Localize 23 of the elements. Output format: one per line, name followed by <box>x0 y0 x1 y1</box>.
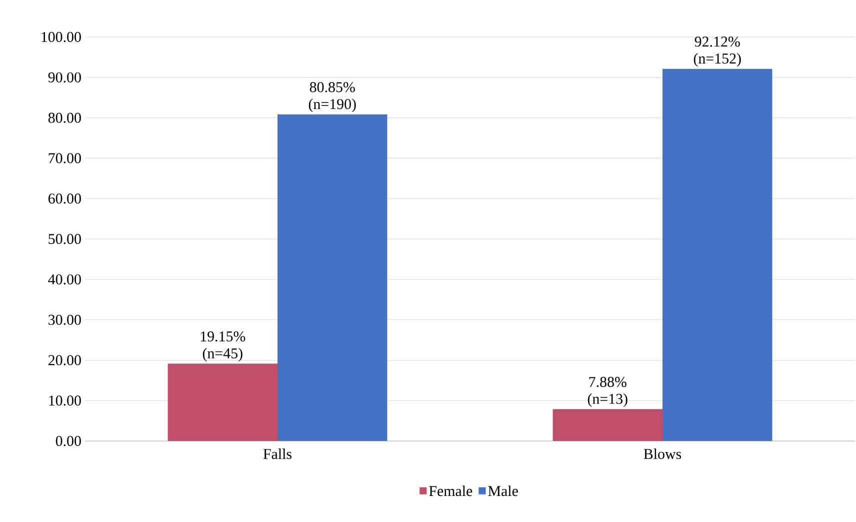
y-tick-label: 90.00 <box>48 72 81 82</box>
y-tick-label: 60.00 <box>48 194 81 204</box>
y-tick-label: 0.00 <box>56 436 81 446</box>
bar <box>278 114 388 441</box>
legend-label: Female <box>429 486 472 496</box>
y-tick-label: 70.00 <box>48 153 81 164</box>
y-tick-label: 100.00 <box>42 32 81 42</box>
bar <box>662 68 772 441</box>
y-tick-label: 10.00 <box>49 396 81 406</box>
bar <box>168 364 278 441</box>
data-label: 7.88% (n=13) <box>588 376 628 407</box>
data-label: 19.15% (n=45) <box>200 331 246 362</box>
y-tick-label: 40.00 <box>48 274 81 284</box>
y-tick-label: 80.00 <box>48 112 81 123</box>
legend-label: Male <box>488 486 518 496</box>
data-label: 80.85% (n=190) <box>308 82 356 112</box>
y-tick-label: 50.00 <box>48 234 81 244</box>
y-tick-label: 20.00 <box>48 355 81 366</box>
bar <box>552 409 663 441</box>
x-tick-label: Falls <box>263 448 292 460</box>
data-label: 92.12% (n=152) <box>694 36 741 67</box>
y-tick-label: 30.00 <box>48 314 81 325</box>
x-tick-label: Blows <box>644 448 682 460</box>
